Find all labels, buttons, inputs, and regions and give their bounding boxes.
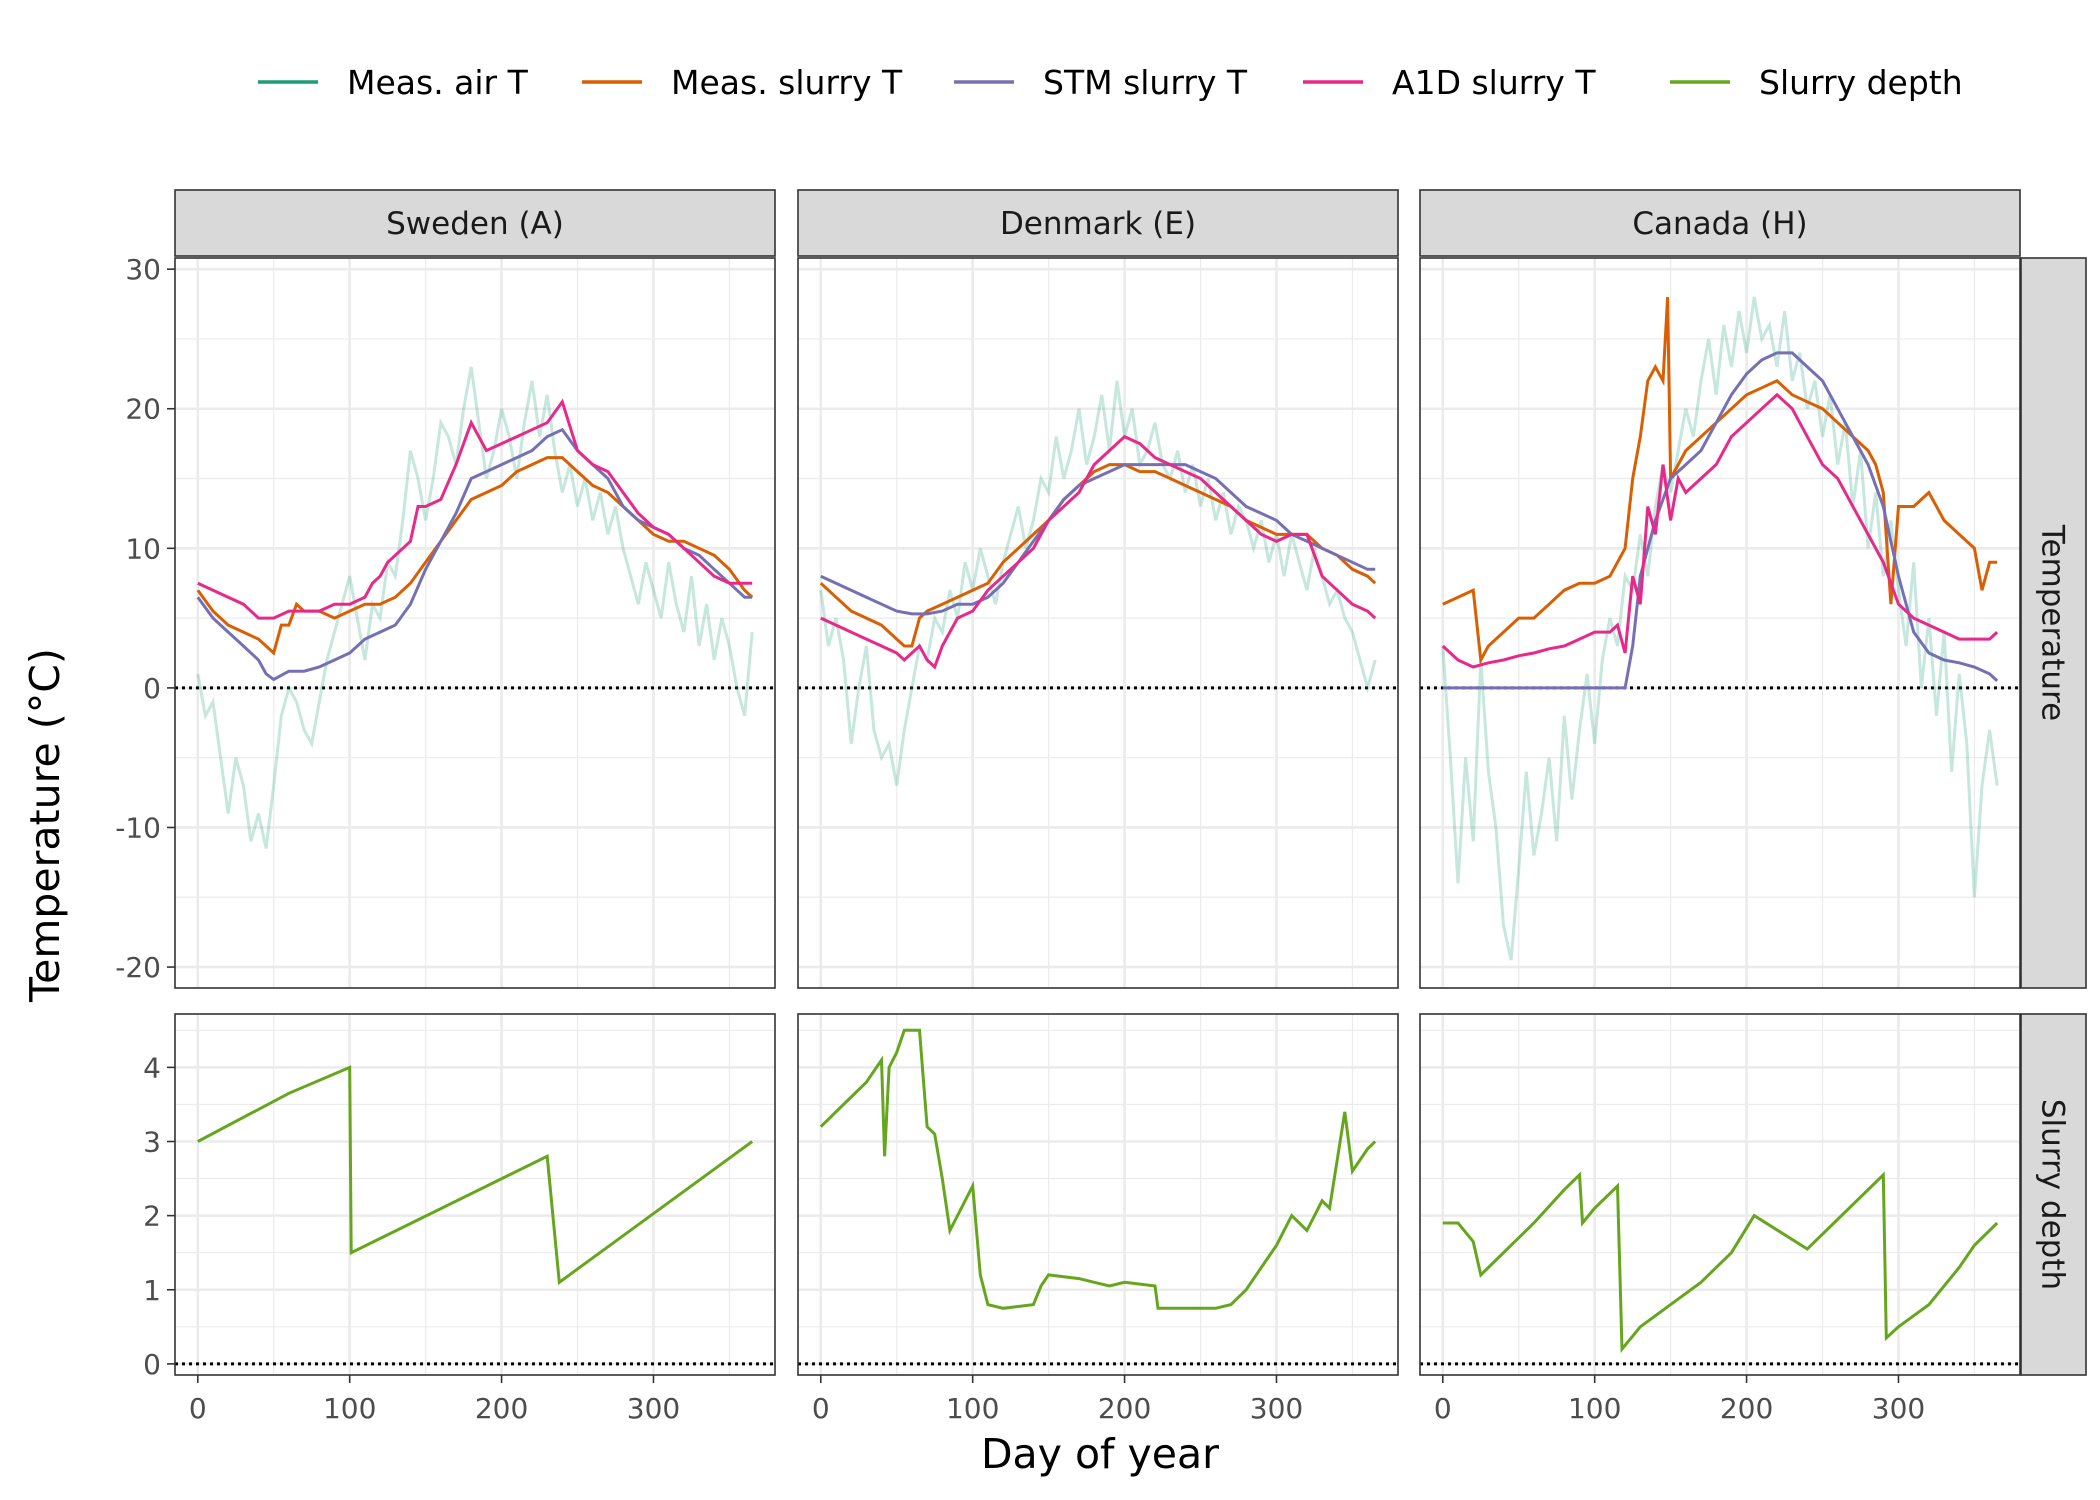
y-tick-label: 0 [143,1348,161,1381]
series-line-stm-slurry-t [820,463,1376,616]
legend-label: Meas. air T [347,63,529,102]
legend-label: STM slurry T [1043,63,1248,102]
depth-panel: 0 100 200 300 [1419,1013,2021,1425]
series-line-slurry-depth [1442,1171,1999,1354]
x-axis-title: Day of year [981,1430,1219,1478]
column-strip: Denmark (E) [797,189,1399,257]
x-tick-label: 200 [1720,1392,1773,1425]
panel-background [1420,258,2020,988]
legend-entry: A1D slurry T [1303,63,1596,102]
strip-label: Sweden (A) [386,206,564,242]
y-tick-label: 3 [143,1125,161,1158]
x-tick-label: 0 [189,1392,207,1425]
strip-background [2020,1013,2087,1376]
x-tick-label: 300 [1872,1392,1925,1425]
legend-entry: STM slurry T [954,63,1248,102]
strip-background [2020,257,2087,989]
strip-background [797,189,1399,257]
panel-border [797,257,1399,989]
x-tick-label: 100 [946,1392,999,1425]
y-tick-label: -10 [115,811,161,844]
row-strip: Temperature [2020,257,2087,989]
column-strip: Canada (H) [1419,189,2021,257]
x-tick-label: 200 [475,1392,528,1425]
series-line-slurry-depth [197,1065,754,1286]
row-strip: Slurry depth [2020,1013,2087,1376]
y-tick-label: 1 [143,1274,161,1307]
x-tick-label: 0 [1434,1392,1452,1425]
strip-label: Canada (H) [1632,206,1807,242]
panel-border [174,1013,776,1376]
y-tick-label: 4 [143,1051,161,1084]
panel-border [797,1013,1399,1376]
legend-label: Slurry depth [1759,63,1963,102]
panel-background [798,258,1398,988]
strip-background [1419,189,2021,257]
panel-border [174,257,776,989]
x-tick-label: 100 [323,1392,376,1425]
series-line-meas-air-t [1441,296,1999,961]
depth-panel: 0 1 2 3 4 0 100 200 300 [143,1013,776,1425]
x-tick-label: 200 [1098,1392,1151,1425]
x-tick-label: 300 [627,1392,680,1425]
series-line-a1d-slurry-t [820,434,1377,670]
y-tick-label: 2 [143,1200,161,1233]
temperature-panel: -20 -10 0 10 20 30 [115,253,776,989]
series-line-stm-slurry-t [1442,351,1999,690]
panel-border [1419,1013,2021,1376]
panel-background [798,1014,1398,1375]
series-line-a1d-slurry-t [1441,392,1999,669]
legend-label: A1D slurry T [1392,63,1596,102]
column-strip: Sweden (A) [174,189,776,257]
series-line-meas-air-t [819,380,1377,786]
depth-panel: 0 100 200 300 [797,1013,1399,1425]
series-line-meas-air-t [196,366,754,849]
series-line-meas-slurry-t [1442,297,1998,665]
panel-background [175,1014,775,1375]
x-tick-label: 0 [812,1392,830,1425]
legend-entry: Meas. slurry T [582,63,903,102]
strip-label: Denmark (E) [1000,206,1196,242]
series-line-a1d-slurry-t [197,398,753,620]
x-tick-label: 100 [1568,1392,1621,1425]
y-tick-label: 30 [125,253,161,286]
legend-entry: Meas. air T [258,63,529,102]
series-line-meas-slurry-t [196,456,754,656]
series-line-slurry-depth [819,1028,1377,1310]
temperature-panel [797,257,1399,989]
strip-background [174,189,776,257]
panel-border [1419,257,2021,989]
panel-background [1420,1014,2020,1375]
legend: Meas. air T Meas. slurry T STM slurry T A1D… [258,63,1963,102]
y-tick-label: -20 [115,951,161,984]
strip-label: Slurry depth [2035,1099,2071,1290]
y-tick-label: 10 [125,532,161,565]
panel-background [175,258,775,988]
strip-label: Temperature [2035,524,2071,721]
y-tick-label: 0 [143,672,161,705]
x-tick-label: 300 [1250,1392,1303,1425]
temperature-panel [1419,257,2021,989]
y-axis-title: Temperature (°C) [21,648,69,1003]
legend-label: Meas. slurry T [671,63,903,102]
y-tick-label: 20 [125,393,161,426]
legend-entry: Slurry depth [1670,63,1963,102]
